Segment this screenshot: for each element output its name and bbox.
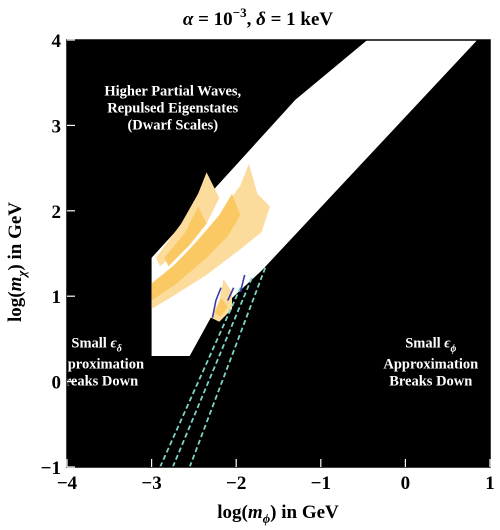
y-tick-label: −1 — [41, 458, 61, 479]
lines-layer — [159, 265, 267, 467]
title-delta-symbol: δ — [256, 9, 266, 30]
ticks-layer: −4 −3 −2 −1 0 1 −1 0 1 2 3 4 — [41, 31, 495, 494]
resonance-curve-3 — [239, 274, 246, 293]
annotations-layer: Higher Partial Waves, Repulsed Eigenstate… — [49, 84, 478, 390]
annotation-small-epsilon-phi: Small ϵϕ Approximation Breaks Down — [383, 335, 478, 389]
y-tick-label: 4 — [52, 31, 62, 52]
x-tick-label: −1 — [311, 473, 331, 494]
allowed-region — [151, 40, 478, 356]
x-tick-label: 1 — [485, 473, 495, 494]
resonance-curve-1 — [211, 287, 222, 318]
resonance-region-3 — [155, 172, 220, 267]
x-tick-label: 0 — [401, 473, 411, 494]
x-axis-label: log(mϕ) in GeV — [217, 502, 339, 526]
plot-area: Higher Partial Waves, Repulsed Eigenstate… — [49, 39, 491, 468]
title-delta-value: = 1 keV — [266, 9, 334, 30]
y-tick-label: 0 — [52, 373, 62, 394]
resonance-region-6 — [215, 297, 228, 317]
chart-title: α = 10−3, δ = 1 keV — [183, 5, 334, 30]
title-alpha-exponent: −3 — [233, 5, 247, 20]
regions-layer — [151, 40, 478, 356]
annotation-higher-partial-waves: Higher Partial Waves, Repulsed Eigenstate… — [104, 84, 241, 134]
y-tick-label: 2 — [52, 202, 62, 223]
plot-frame — [66, 39, 491, 468]
breakdown-line-3 — [188, 265, 267, 467]
resonance-region-2 — [151, 193, 241, 301]
y-tick-label: 3 — [52, 116, 62, 137]
breakdown-line-1 — [159, 287, 242, 467]
annotation-small-epsilon-delta: Small ϵδ Approximation Breaks Down — [49, 335, 144, 389]
x-tick-label: −3 — [141, 473, 161, 494]
resonance-curve-2 — [226, 287, 235, 301]
title-alpha-symbol: α — [183, 9, 194, 30]
title-alpha-value: = 10 — [193, 9, 232, 30]
breakdown-line-2 — [171, 274, 254, 467]
plot-background — [67, 40, 490, 467]
x-tick-label: −2 — [226, 473, 246, 494]
x-tick-label: −4 — [57, 473, 78, 494]
y-tick-label: 1 — [52, 287, 62, 308]
y-axis-label: log(mχ) in GeV — [5, 202, 29, 322]
resonance-region-4 — [164, 206, 207, 267]
